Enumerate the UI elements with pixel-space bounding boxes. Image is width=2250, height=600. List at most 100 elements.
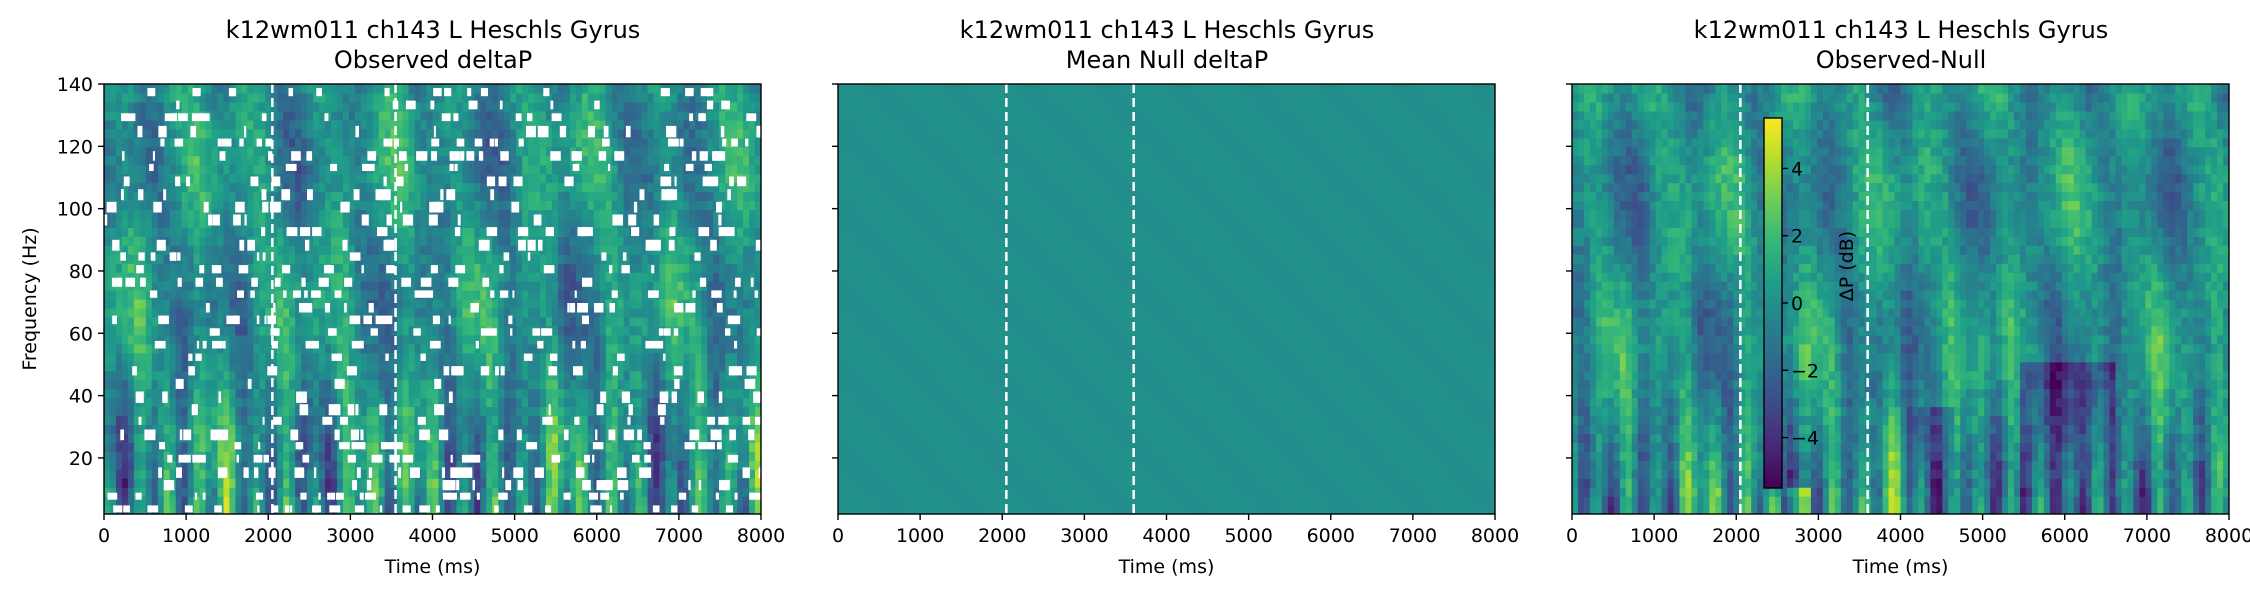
heatmap-cell — [563, 370, 571, 381]
heatmap-cell — [384, 290, 392, 300]
heatmap-cell — [229, 209, 236, 219]
heatmap-cell — [229, 290, 236, 300]
heatmap-cell — [414, 352, 422, 363]
heatmap-cell — [313, 379, 320, 390]
heatmap-cell — [575, 325, 583, 336]
heatmap-cell — [247, 424, 254, 434]
heatmap-cell — [157, 218, 165, 228]
heatmap-cell — [133, 361, 141, 372]
heatmap-cell — [671, 478, 678, 488]
heatmap-cell — [534, 128, 541, 139]
heatmap-cell — [247, 209, 254, 219]
heatmap-cell — [659, 370, 667, 381]
heatmap-cell — [534, 388, 541, 399]
heatmap-cell — [444, 334, 452, 345]
heatmap-cell — [169, 281, 177, 291]
heatmap-cell — [426, 469, 434, 479]
heatmap-cell — [695, 478, 702, 488]
heatmap-cell — [635, 505, 643, 514]
heatmap-cell — [480, 209, 487, 219]
heatmap-cell — [217, 361, 225, 372]
heatmap-cell — [647, 334, 655, 345]
heatmap-cell — [468, 254, 475, 264]
heatmap-cell — [522, 487, 529, 497]
heatmap-cell — [360, 236, 368, 246]
heatmap-cell — [707, 505, 714, 514]
heatmap-cell — [641, 155, 649, 166]
heatmap-cell — [504, 325, 511, 336]
heatmap-cell — [414, 460, 422, 470]
heatmap-cell — [402, 173, 410, 184]
heatmap-cell — [211, 272, 219, 282]
heatmap-cell — [354, 352, 362, 363]
heatmap-cell — [360, 173, 368, 184]
heatmap-cell — [109, 388, 117, 399]
heatmap-cell — [557, 299, 565, 309]
heatmap-cell — [414, 182, 422, 193]
heatmap-cell — [372, 415, 380, 426]
heatmap-cell — [725, 263, 732, 273]
heatmap-cell — [641, 316, 649, 327]
heatmap-cell — [486, 263, 493, 273]
heatmap-cell — [348, 307, 356, 318]
heatmap-cell — [635, 119, 643, 130]
heatmap-cell — [677, 379, 684, 390]
heatmap-cell — [414, 388, 422, 399]
heatmap-cell — [313, 101, 320, 112]
heatmap-cell — [713, 370, 720, 381]
heatmap-cell — [432, 173, 440, 184]
heatmap-cell — [719, 505, 726, 514]
heatmap-cell — [295, 209, 302, 219]
heatmap-cell — [247, 137, 254, 148]
heatmap-cell — [486, 299, 493, 309]
heatmap-cell — [372, 379, 380, 390]
heatmap-cell — [480, 433, 487, 443]
heatmap-cell — [133, 101, 141, 112]
heatmap-cell — [253, 370, 260, 381]
heatmap-cell — [557, 173, 565, 184]
heatmap-cell — [211, 397, 219, 408]
heatmap-cell — [731, 281, 738, 291]
heatmap-cell — [378, 137, 386, 148]
heatmap-cell — [522, 343, 529, 354]
heatmap-cell — [307, 352, 314, 363]
heatmap-cell — [157, 272, 165, 282]
heatmap-cell — [617, 334, 625, 345]
heatmap-cell — [432, 119, 440, 130]
heatmap-cell — [522, 155, 529, 166]
heatmap-cell — [235, 146, 242, 157]
heatmap-cell — [659, 110, 667, 121]
heatmap-cell — [737, 388, 744, 399]
heatmap-cell — [211, 343, 219, 354]
heatmap-cell — [737, 406, 744, 417]
heatmap-cell — [677, 110, 684, 121]
heatmap-cell — [414, 200, 422, 211]
heatmap-cell — [749, 137, 756, 148]
heatmap-cell — [390, 388, 398, 399]
panel-1-title: k12wm011 ch143 L Heschls Gyrus — [225, 16, 641, 44]
heatmap-cell — [671, 307, 678, 318]
heatmap-cell — [707, 227, 714, 237]
heatmap-cell — [109, 227, 117, 237]
heatmap-cell — [480, 110, 487, 121]
heatmap-cell — [301, 496, 308, 506]
heatmap-cell — [169, 370, 177, 381]
heatmap-cell — [504, 316, 511, 327]
heatmap-cell — [145, 155, 153, 166]
heatmap-cell — [324, 146, 332, 157]
heatmap-cell — [366, 334, 374, 345]
heatmap-cell — [205, 487, 213, 497]
heatmap-cell — [157, 146, 165, 157]
heatmap-cell — [271, 379, 278, 390]
heatmap-cell — [390, 361, 398, 372]
heatmap-cell — [426, 397, 434, 408]
heatmap-cell — [104, 469, 111, 479]
heatmap-cell — [629, 334, 637, 345]
heatmap-cell — [420, 137, 428, 148]
heatmap-cell — [563, 469, 571, 479]
heatmap-cell — [719, 191, 726, 202]
heatmap-cell — [390, 406, 398, 417]
heatmap-cell — [289, 110, 296, 121]
heatmap-cell — [139, 406, 147, 417]
heatmap-cell — [737, 460, 744, 470]
